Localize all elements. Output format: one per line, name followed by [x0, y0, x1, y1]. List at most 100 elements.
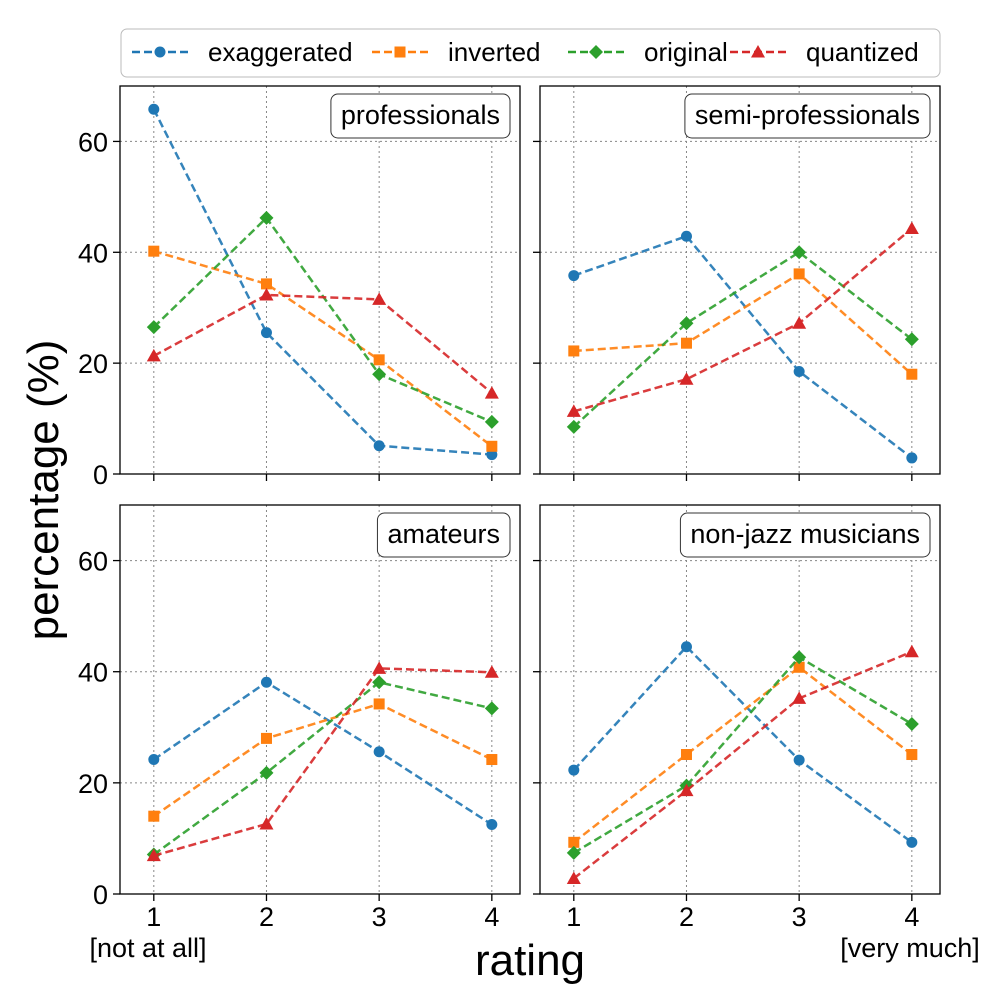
series-original	[146, 210, 499, 429]
legend-label-exaggerated: exaggerated	[208, 37, 353, 67]
data-point-quantized	[146, 348, 161, 362]
series-original	[146, 675, 499, 862]
panel-frame	[539, 504, 941, 895]
data-point-quantized	[566, 871, 581, 884]
panel-title-frame	[330, 93, 511, 139]
panel-title: professionals	[341, 100, 500, 130]
series-line-original	[153, 680, 493, 856]
data-point-quantized	[259, 816, 274, 830]
series-line-original	[152, 216, 493, 424]
data-point-original	[904, 332, 919, 347]
panel-frame	[539, 85, 941, 475]
x-tick-label: 4	[904, 902, 919, 932]
y-tick-label: 60	[78, 547, 108, 577]
x-tick-label: 1	[146, 902, 161, 932]
panel-title-frame	[684, 93, 931, 139]
data-point-quantized	[566, 404, 581, 417]
data-point-exaggerated	[486, 819, 498, 831]
panel-title-frame	[376, 512, 511, 558]
legend-marker-quantized	[751, 45, 765, 58]
data-point-exaggerated	[260, 676, 272, 688]
legend-frame	[120, 28, 941, 78]
data-point-inverted	[793, 661, 805, 673]
data-point-inverted	[260, 278, 272, 290]
data-point-quantized	[679, 372, 694, 385]
data-point-original	[484, 414, 499, 429]
data-point-original	[484, 701, 499, 716]
data-point-original	[146, 320, 161, 335]
data-point-exaggerated	[680, 641, 692, 653]
data-point-quantized	[792, 691, 807, 704]
data-point-exaggerated	[373, 440, 385, 452]
data-point-original	[679, 316, 694, 331]
series-line-exaggerated	[152, 108, 492, 456]
series-line-inverted	[153, 702, 493, 818]
series-line-inverted	[153, 249, 493, 448]
legend-marker-exaggerated	[154, 46, 166, 58]
x-axis-title: rating	[475, 936, 585, 985]
data-point-quantized	[679, 783, 694, 797]
data-point-exaggerated	[486, 449, 498, 461]
panel-title-box: amateurs	[376, 512, 511, 558]
data-point-exaggerated	[793, 365, 805, 377]
y-tick-label: 60	[78, 127, 108, 157]
series-line-original	[572, 250, 913, 428]
legend-item-inverted: inverted	[372, 37, 541, 67]
data-point-quantized	[146, 848, 161, 862]
data-point-exaggerated	[680, 230, 692, 242]
data-point-original	[566, 845, 581, 860]
panel-title-box: semi-professionals	[684, 93, 931, 139]
legend-item-exaggerated: exaggerated	[132, 37, 353, 67]
data-point-quantized	[904, 221, 919, 234]
data-point-original	[904, 716, 919, 731]
data-point-inverted	[906, 368, 918, 380]
data-point-inverted	[568, 836, 580, 848]
series-quantized	[146, 661, 499, 862]
x-extreme-low-label: [not at all]	[89, 933, 206, 963]
panel-title: semi-professionals	[695, 100, 920, 130]
data-point-exaggerated	[260, 327, 272, 339]
series-exaggerated	[148, 676, 498, 831]
data-point-original	[259, 210, 274, 225]
data-point-quantized	[792, 316, 807, 329]
data-point-exaggerated	[568, 764, 580, 776]
panel-title: amateurs	[387, 519, 500, 549]
y-tick-label: 0	[93, 460, 108, 490]
legend-label-quantized: quantized	[806, 37, 919, 67]
data-point-quantized	[259, 287, 274, 301]
series-original	[566, 245, 919, 434]
data-point-exaggerated	[148, 754, 160, 766]
panel-non-jazz-musicians: 1 2 3 4 non-jazz musicians	[533, 504, 941, 932]
series-inverted	[148, 245, 498, 452]
data-point-original	[566, 419, 581, 434]
data-point-inverted	[906, 749, 918, 761]
data-point-inverted	[680, 337, 692, 349]
series-line-exaggerated	[572, 644, 913, 844]
legend-marker-original	[589, 45, 603, 59]
data-point-exaggerated	[793, 754, 805, 766]
data-point-quantized	[484, 665, 499, 678]
series-inverted	[568, 268, 918, 380]
y-tick-label: 0	[93, 880, 108, 910]
data-point-quantized	[484, 386, 499, 399]
y-tick-label: 20	[78, 349, 108, 379]
data-point-exaggerated	[906, 836, 918, 848]
legend-label-inverted: inverted	[448, 37, 541, 67]
data-point-exaggerated	[148, 103, 160, 115]
x-tick-label: 2	[679, 902, 694, 932]
series-line-original	[573, 655, 913, 854]
series-line-exaggerated	[573, 234, 913, 459]
panel-frame	[119, 85, 521, 475]
x-extreme-high-label: [very much]	[840, 933, 980, 963]
series-line-quantized	[153, 293, 493, 395]
panel-professionals: 0 20 40 60 professionals	[78, 85, 521, 490]
data-point-inverted	[148, 245, 160, 257]
series-line-quantized	[573, 650, 913, 880]
data-point-exaggerated	[373, 746, 385, 758]
x-tick-label: 4	[484, 902, 499, 932]
series-quantized	[566, 221, 919, 417]
y-axis-title: percentage (%)	[19, 340, 68, 641]
